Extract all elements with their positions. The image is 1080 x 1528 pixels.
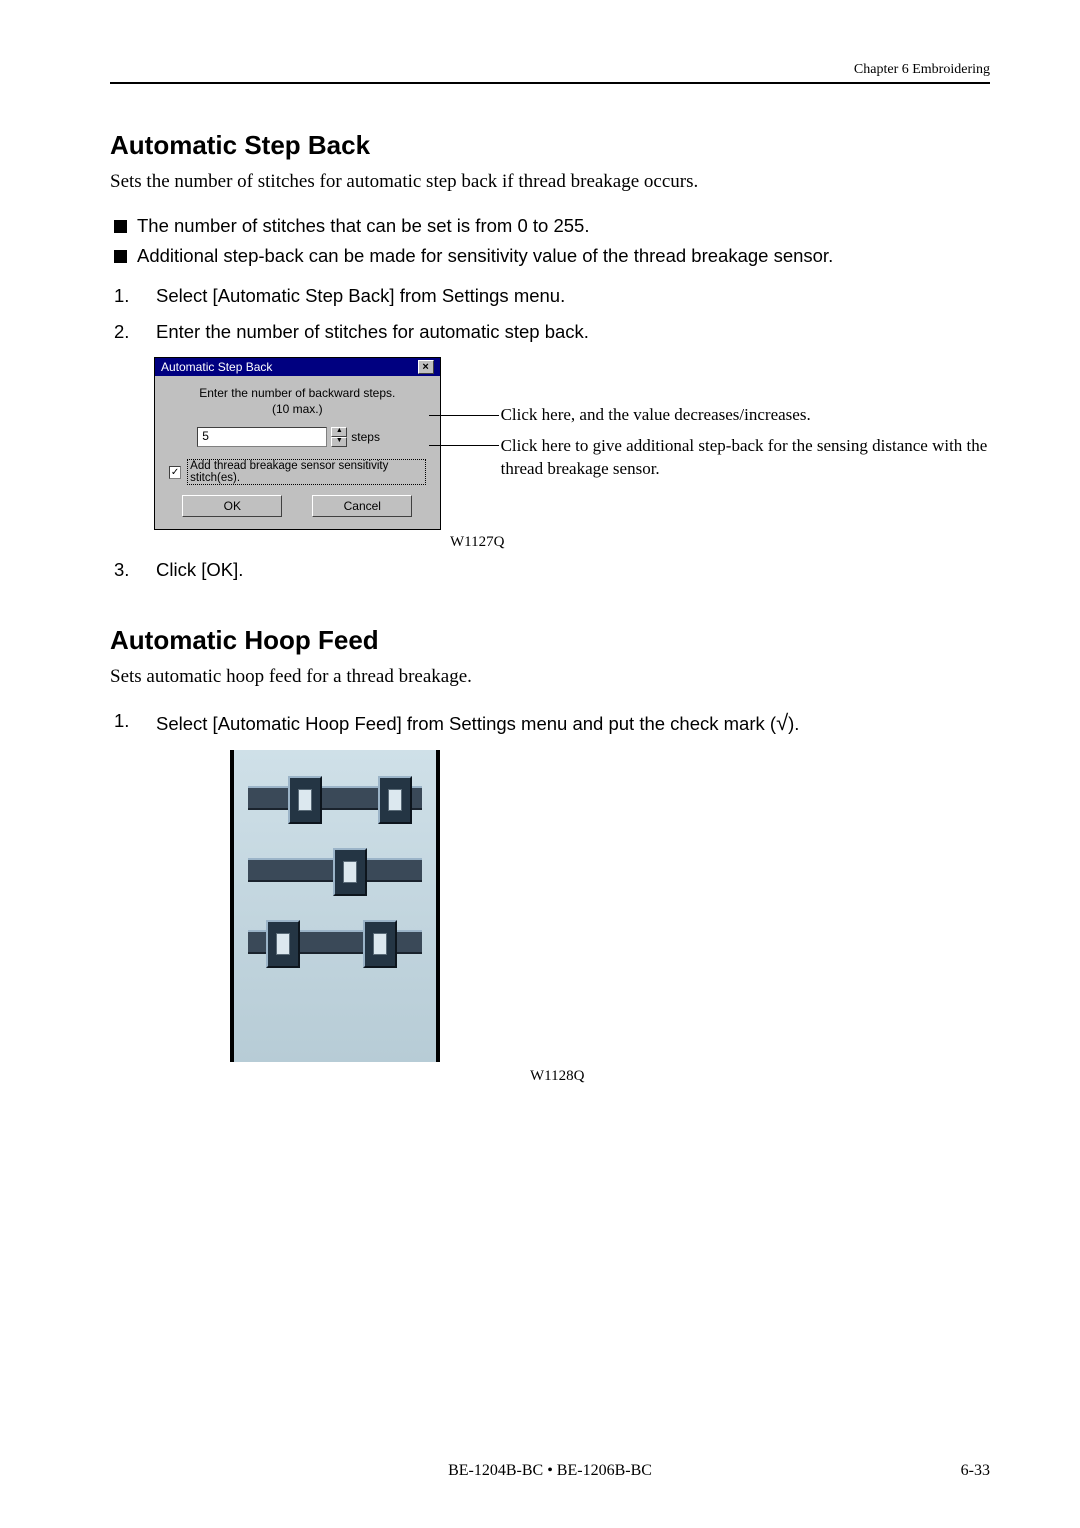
steps-input[interactable]: 5 bbox=[197, 427, 327, 447]
diagram-block bbox=[363, 920, 397, 968]
step-number: 1. bbox=[114, 285, 138, 307]
spinner-up-icon[interactable]: ▲ bbox=[331, 427, 347, 437]
step-text-part: ). bbox=[788, 713, 799, 734]
step-number: 3. bbox=[114, 559, 138, 581]
step-text: Select [Automatic Step Back] from Settin… bbox=[156, 285, 565, 307]
step-text: Enter the number of stitches for automat… bbox=[156, 321, 589, 343]
dialog-message: Enter the number of backward steps. (10 … bbox=[169, 386, 426, 417]
diagram-rail bbox=[248, 786, 422, 810]
footer-page-number: 6-33 bbox=[961, 1462, 990, 1480]
bullet-square bbox=[114, 220, 127, 233]
diagram-rail bbox=[248, 858, 422, 882]
section-title-auto-hoop-feed: Automatic Hoop Feed bbox=[110, 625, 990, 656]
dialog-message-line: (10 max.) bbox=[169, 402, 426, 418]
unit-label: steps bbox=[351, 430, 380, 444]
figure-code: W1127Q bbox=[450, 534, 990, 551]
close-icon[interactable]: × bbox=[418, 360, 434, 374]
callout-text: Click here, and the value decreases/incr… bbox=[501, 405, 990, 425]
bullet-text: Additional step-back can be made for sen… bbox=[137, 245, 833, 267]
diagram-rail bbox=[248, 930, 422, 954]
dialog-message-line: Enter the number of backward steps. bbox=[169, 386, 426, 402]
step-text-part: Select [Automatic Hoop Feed] from Settin… bbox=[156, 713, 776, 734]
section-lead-1: Sets the number of stitches for automati… bbox=[110, 171, 990, 193]
step-text: Select [Automatic Hoop Feed] from Settin… bbox=[156, 710, 799, 736]
ok-button[interactable]: OK bbox=[182, 495, 282, 517]
footer-models: BE-1204B-BC • BE-1206B-BC bbox=[448, 1462, 652, 1480]
diagram-block bbox=[288, 776, 322, 824]
bullet-text: The number of stitches that can be set i… bbox=[137, 215, 589, 237]
checkmark-glyph: √ bbox=[776, 710, 788, 735]
bullet-square bbox=[114, 250, 127, 263]
leader-line bbox=[429, 445, 499, 446]
automatic-step-back-dialog: Automatic Step Back × Enter the number o… bbox=[154, 357, 441, 530]
hoop-feed-diagram bbox=[230, 750, 440, 1062]
cancel-button[interactable]: Cancel bbox=[312, 495, 412, 517]
callout-text: Click here to give additional step-back … bbox=[501, 435, 990, 481]
step-number: 2. bbox=[114, 321, 138, 343]
page-footer: BE-1204B-BC • BE-1206B-BC 6-33 bbox=[110, 1462, 990, 1480]
diagram-block bbox=[378, 776, 412, 824]
bullet-list-1: The number of stitches that can be set i… bbox=[114, 215, 990, 267]
header-rule bbox=[110, 82, 990, 84]
diagram-block bbox=[333, 848, 367, 896]
callout-block: Click here, and the value decreases/incr… bbox=[441, 357, 990, 481]
dialog-title-text: Automatic Step Back bbox=[161, 360, 272, 374]
sensitivity-checkbox-label: Add thread breakage sensor sensitivity s… bbox=[187, 459, 425, 485]
step-text: Click [OK]. bbox=[156, 559, 243, 581]
step-number: 1. bbox=[114, 710, 138, 736]
chapter-header: Chapter 6 Embroidering bbox=[854, 62, 990, 78]
dialog-titlebar: Automatic Step Back × bbox=[155, 358, 440, 376]
section-title-auto-step-back: Automatic Step Back bbox=[110, 130, 990, 161]
figure-code: W1128Q bbox=[530, 1068, 990, 1085]
sensitivity-checkbox[interactable]: ✓ bbox=[169, 466, 181, 479]
spinner-down-icon[interactable]: ▼ bbox=[331, 437, 347, 447]
diagram-block bbox=[266, 920, 300, 968]
leader-line bbox=[429, 415, 499, 416]
section-lead-2: Sets automatic hoop feed for a thread br… bbox=[110, 666, 990, 688]
